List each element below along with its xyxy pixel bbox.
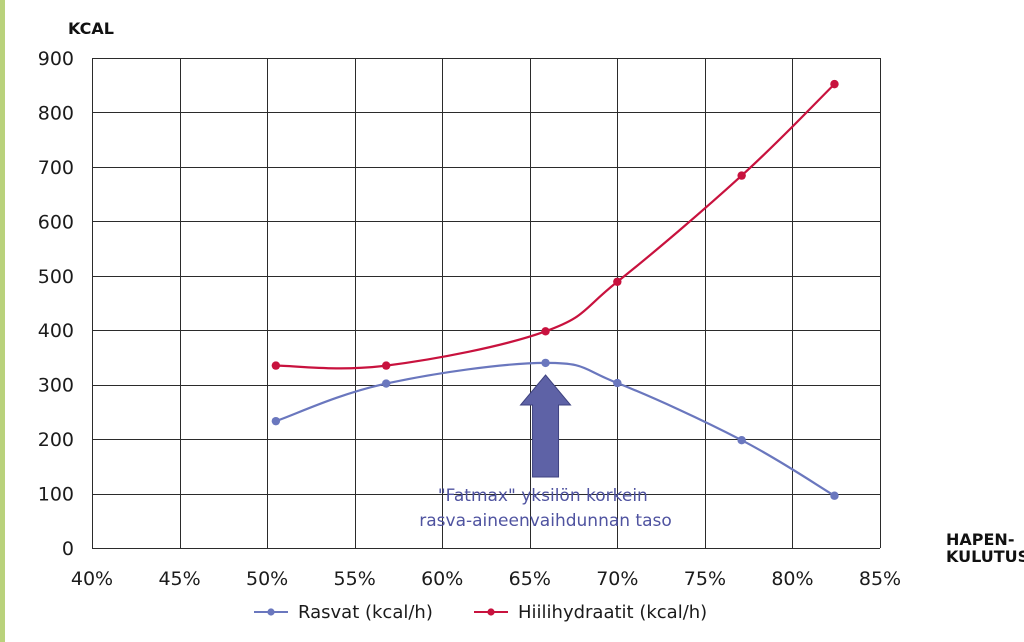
annotation-line-2: rasva-aineenvaihdunnan taso [419, 511, 672, 531]
y-tick-label: 900 [38, 48, 74, 70]
data-point [271, 416, 281, 426]
x-tick-label: 45% [158, 568, 200, 590]
left-accent-bar [0, 0, 5, 642]
y-tick-label: 800 [38, 102, 74, 124]
data-point [271, 361, 281, 370]
data-point [737, 436, 746, 445]
data-point [541, 358, 550, 368]
x-axis-title-line-1: HAPEN- [946, 530, 1014, 549]
x-tick-label: 65% [509, 568, 551, 590]
x-tick-label: 50% [246, 568, 288, 590]
y-axis-tick-labels: 0 100 200 300 400 500 600 700 800 900 [38, 48, 74, 560]
legend-label: Rasvat (kcal/h) [298, 602, 433, 623]
chart-grid [92, 58, 881, 549]
legend-item: Rasvat (kcal/h) [254, 602, 433, 623]
data-point [613, 378, 622, 388]
x-tick-label: 85% [859, 568, 901, 590]
y-tick-label: 100 [38, 484, 74, 506]
y-tick-label: 500 [38, 266, 74, 288]
data-point [737, 171, 746, 180]
legend-marker [487, 608, 495, 616]
data-point [613, 277, 622, 286]
x-axis-tick-labels: 40% 45% 50% 55% 60% 65% 70% 75% 80% 85% [71, 568, 901, 590]
data-point [381, 361, 391, 370]
x-tick-label: 80% [771, 568, 813, 590]
chart-series [271, 79, 839, 500]
data-point [830, 79, 839, 89]
x-tick-label: 75% [684, 568, 726, 590]
data-point [541, 327, 550, 336]
x-tick-label: 60% [421, 568, 463, 590]
up-arrow-icon [519, 374, 572, 478]
series-line [275, 361, 836, 497]
legend-item: Hiilihydraatit (kcal/h) [474, 602, 707, 623]
chart-legend: Rasvat (kcal/h) Hiilihydraatit (kcal/h) [254, 602, 707, 623]
y-axis-title: KCAL [68, 19, 114, 38]
fatmax-annotation: "Fatmax" yksilön korkein rasva-aineenvai… [419, 374, 672, 531]
annotation-line-1: "Fatmax" yksilön korkein [438, 486, 648, 506]
x-axis-title-line-2: KULUTUS [946, 547, 1024, 566]
legend-label: Hiilihydraatit (kcal/h) [518, 602, 707, 623]
x-tick-label: 40% [71, 568, 113, 590]
data-point [830, 491, 839, 500]
x-tick-label: 55% [334, 568, 376, 590]
data-point [381, 379, 391, 388]
y-tick-label: 300 [38, 375, 74, 397]
y-tick-label: 0 [62, 538, 74, 560]
y-tick-label: 700 [38, 157, 74, 179]
y-tick-label: 200 [38, 429, 74, 451]
x-axis-title: HAPEN- KULUTUS [946, 530, 1024, 566]
annotation-text: "Fatmax" yksilön korkein rasva-aineenvai… [419, 486, 672, 531]
y-tick-label: 600 [38, 211, 74, 233]
legend-marker [267, 608, 275, 616]
x-tick-label: 70% [596, 568, 638, 590]
series-line [275, 83, 836, 370]
y-tick-label: 400 [38, 320, 74, 342]
